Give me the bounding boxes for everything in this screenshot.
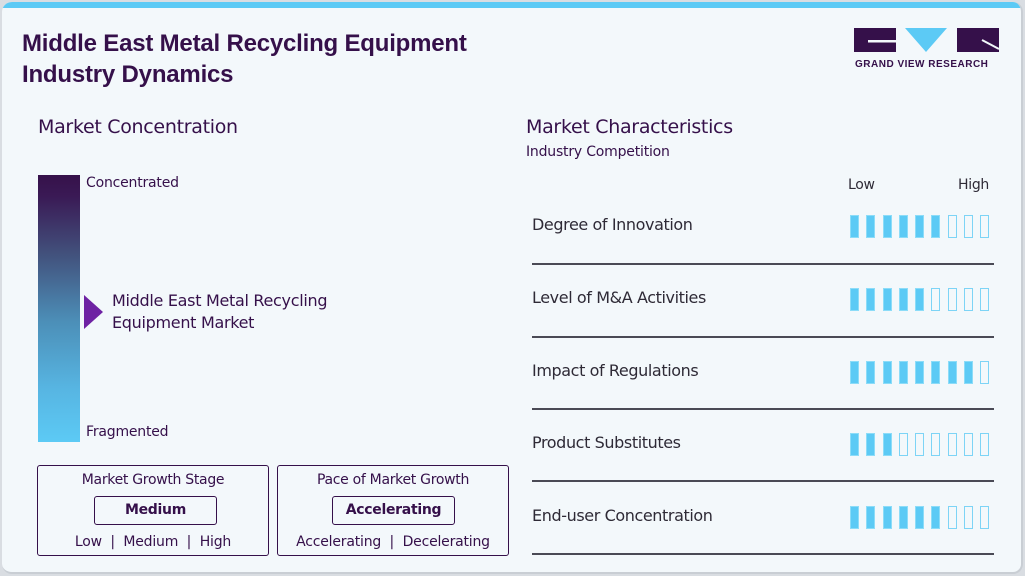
grand-view-research-logo-icon — [854, 28, 999, 52]
industry-competition-subtitle: Industry Competition — [526, 144, 670, 160]
growth-pace-options: Accelerating | Decelerating — [296, 534, 490, 550]
characteristic-label: Impact of Regulations — [532, 361, 699, 380]
row-divider — [532, 408, 994, 410]
characteristic-label: Degree of Innovation — [532, 215, 693, 234]
fragmented-label: Fragmented — [86, 424, 169, 440]
level-meter — [850, 215, 990, 238]
level-meter — [850, 433, 990, 456]
level-meter — [850, 288, 990, 311]
title-line-2: Industry Dynamics — [22, 61, 234, 88]
level-bar-filled — [866, 215, 876, 238]
growth-pace-title: Pace of Market Growth — [316, 472, 470, 488]
level-bar-empty — [980, 215, 990, 238]
characteristic-row: Product Substitutes — [532, 433, 994, 506]
growth-stage-title: Market Growth Stage — [81, 472, 225, 488]
market-name-line-1: Middle East Metal Recycling — [112, 291, 328, 310]
level-bar-empty — [947, 506, 957, 529]
level-bar-filled — [882, 506, 892, 529]
level-bar-filled — [866, 288, 876, 311]
scale-low-label: Low — [848, 177, 875, 193]
level-bar-filled — [882, 215, 892, 238]
market-growth-stage-box: Market Growth Stage Medium Low | Medium … — [37, 465, 269, 556]
accent-top-bar — [2, 2, 1021, 8]
level-bar-filled — [898, 288, 908, 311]
level-bar-filled — [964, 361, 974, 384]
level-bar-empty — [964, 433, 974, 456]
level-bar-filled — [866, 433, 876, 456]
level-bar-filled — [915, 361, 925, 384]
growth-pace-value: Accelerating — [332, 496, 455, 525]
characteristic-row: Impact of Regulations — [532, 361, 994, 434]
level-bar-filled — [898, 215, 908, 238]
row-divider — [532, 553, 994, 555]
page-title: Middle East Metal Recycling Equipment In… — [22, 28, 467, 90]
concentrated-label: Concentrated — [86, 175, 179, 191]
level-bar-filled — [850, 288, 859, 311]
characteristic-row: Level of M&A Activities — [532, 288, 994, 361]
market-name: Middle East Metal Recycling Equipment Ma… — [112, 290, 328, 334]
level-bar-empty — [947, 288, 957, 311]
level-bar-filled — [915, 215, 925, 238]
level-bar-filled — [850, 361, 859, 384]
market-position-pointer-icon — [84, 295, 103, 329]
level-bar-filled — [931, 361, 941, 384]
level-bar-empty — [947, 215, 957, 238]
concentration-gradient-bar — [38, 175, 80, 442]
level-bar-empty — [931, 288, 941, 311]
level-bar-empty — [964, 215, 974, 238]
level-bar-filled — [882, 361, 892, 384]
characteristic-row: Degree of Innovation — [532, 215, 994, 288]
level-bar-filled — [882, 288, 892, 311]
logo-text: GRAND VIEW RESEARCH — [855, 59, 989, 70]
level-bar-empty — [898, 433, 908, 456]
level-bar-filled — [931, 215, 941, 238]
pace-of-market-growth-box: Pace of Market Growth Accelerating Accel… — [277, 465, 509, 556]
level-bar-filled — [915, 506, 925, 529]
level-bar-empty — [980, 433, 990, 456]
growth-stage-value: Medium — [94, 496, 217, 525]
level-bar-filled — [850, 506, 859, 529]
level-bar-filled — [898, 361, 908, 384]
growth-stage-options: Low | Medium | High — [74, 534, 232, 550]
level-bar-empty — [915, 433, 925, 456]
scale-high-label: High — [958, 177, 989, 193]
row-divider — [532, 336, 994, 338]
title-line-1: Middle East Metal Recycling Equipment — [22, 30, 467, 57]
level-bar-filled — [931, 506, 941, 529]
level-bar-filled — [947, 361, 957, 384]
level-bar-empty — [980, 361, 990, 384]
level-bar-filled — [866, 506, 876, 529]
level-meter — [850, 361, 990, 384]
row-divider — [532, 263, 994, 265]
market-concentration-title: Market Concentration — [38, 116, 238, 138]
characteristic-row: End-user Concentration — [532, 506, 994, 572]
market-name-line-2: Equipment Market — [112, 313, 255, 332]
level-meter — [850, 506, 990, 529]
level-bar-filled — [866, 361, 876, 384]
level-bar-filled — [850, 433, 859, 456]
level-bar-filled — [850, 215, 859, 238]
level-bar-empty — [980, 288, 990, 311]
level-bar-filled — [882, 433, 892, 456]
characteristic-label: End-user Concentration — [532, 506, 713, 525]
level-bar-empty — [947, 433, 957, 456]
characteristic-label: Product Substitutes — [532, 433, 681, 452]
market-characteristics-title: Market Characteristics — [526, 116, 733, 138]
row-divider — [532, 480, 994, 482]
level-bar-empty — [964, 288, 974, 311]
level-bar-filled — [898, 506, 908, 529]
level-bar-empty — [964, 506, 974, 529]
level-bar-empty — [980, 506, 990, 529]
level-bar-empty — [931, 433, 941, 456]
level-bar-filled — [915, 288, 925, 311]
characteristic-label: Level of M&A Activities — [532, 288, 706, 307]
